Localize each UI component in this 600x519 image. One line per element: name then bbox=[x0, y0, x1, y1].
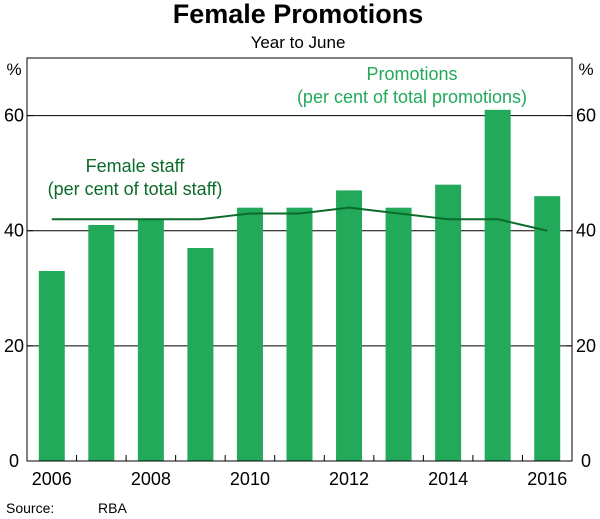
y-tick-label-left-60: 60 bbox=[4, 106, 24, 126]
bar-2008 bbox=[137, 219, 164, 461]
bar-2015 bbox=[484, 109, 511, 462]
promotions-label-line-2: (per cent of total promotions) bbox=[297, 87, 527, 107]
x-tick-label-2014: 2014 bbox=[428, 469, 468, 489]
bar-2011 bbox=[286, 207, 313, 461]
series-labels: Promotions (per cent of total promotions)… bbox=[48, 64, 527, 199]
bar-2013 bbox=[385, 207, 412, 461]
source-value: RBA bbox=[98, 500, 127, 516]
promotions-label-line-1: Promotions bbox=[366, 64, 457, 84]
y-axis-ticks: 0 0 20 20 40 40 60 60 bbox=[4, 106, 596, 471]
bar-2006 bbox=[38, 271, 65, 461]
plot-frame bbox=[26, 57, 573, 462]
y-tick-label-left-40: 40 bbox=[4, 221, 24, 241]
female-staff-label-line-2: (per cent of total staff) bbox=[48, 179, 223, 199]
bar-2012 bbox=[336, 190, 363, 461]
source-label: Source: bbox=[6, 500, 54, 516]
chart-title: Female Promotions bbox=[173, 0, 424, 29]
chart-subtitle: Year to June bbox=[251, 33, 346, 52]
x-tick-label-2012: 2012 bbox=[329, 469, 369, 489]
x-axis-ticks: 2006 2008 2010 2012 2014 2016 bbox=[32, 455, 567, 489]
y-tick-label-left-20: 20 bbox=[4, 336, 24, 356]
y-tick-label-left-0: 0 bbox=[9, 451, 19, 471]
x-tick-label-2006: 2006 bbox=[32, 469, 72, 489]
y-tick-label-right-0: 0 bbox=[581, 451, 591, 471]
y-unit-left: % bbox=[6, 60, 21, 79]
bar-2010 bbox=[236, 207, 263, 461]
x-tick-label-2016: 2016 bbox=[527, 469, 567, 489]
bar-2014 bbox=[435, 184, 462, 461]
x-tick-label-2010: 2010 bbox=[230, 469, 270, 489]
y-unit-right: % bbox=[578, 60, 593, 79]
x-tick-label-2008: 2008 bbox=[131, 469, 171, 489]
bar-2016 bbox=[534, 196, 561, 461]
bar-series bbox=[38, 109, 561, 462]
bar-2009 bbox=[187, 247, 214, 461]
female-staff-label-line-1: Female staff bbox=[86, 156, 186, 176]
line-series bbox=[51, 206, 548, 232]
y-tick-label-right-60: 60 bbox=[576, 106, 596, 126]
bar-2007 bbox=[88, 224, 115, 461]
female-staff-line bbox=[51, 206, 548, 232]
y-tick-label-right-20: 20 bbox=[576, 336, 596, 356]
y-tick-label-right-40: 40 bbox=[576, 221, 596, 241]
